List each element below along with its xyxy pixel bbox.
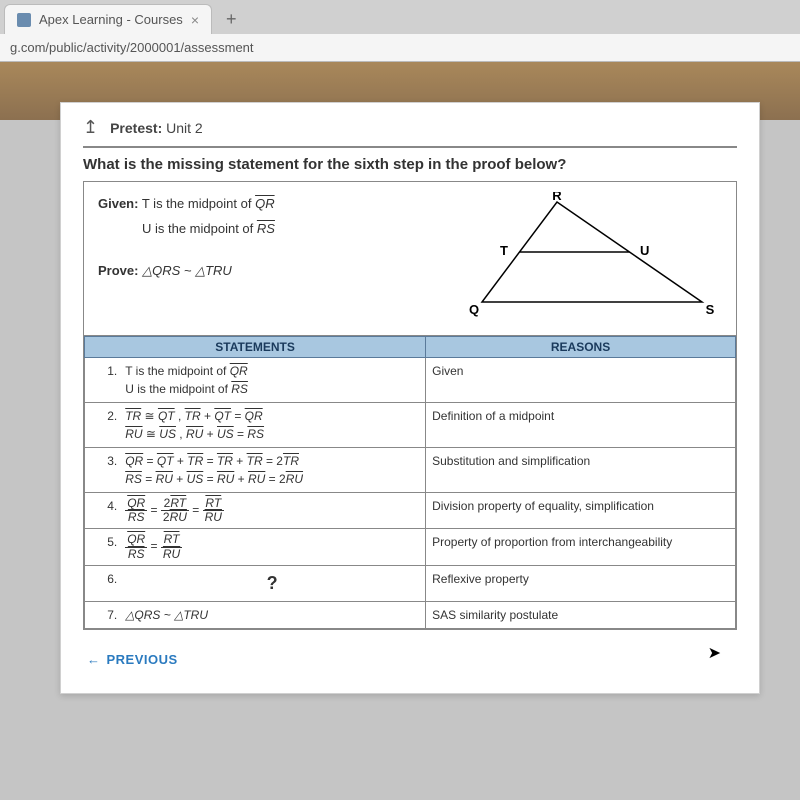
given-prove-text: Given: T is the midpoint of QR U is the … <box>98 192 452 325</box>
table-row: 6. ? Reflexive property <box>85 565 736 601</box>
vertex-u-label: U <box>640 243 649 258</box>
new-tab-button[interactable]: + <box>218 5 245 34</box>
given-prove-panel: Given: T is the midpoint of QR U is the … <box>84 182 736 336</box>
content-area: ↥ Pretest: Unit 2 What is the missing st… <box>0 62 800 694</box>
vertex-r-label: R <box>552 192 562 203</box>
divider <box>83 146 737 148</box>
breadcrumb: Pretest: Unit 2 <box>110 120 203 136</box>
row-statement: QRRS = 2RT2RU = RTRU <box>119 493 425 529</box>
row-num: 5. <box>85 529 120 565</box>
row-reason: Division property of equality, simplific… <box>426 493 736 529</box>
table-row: 1. T is the midpoint of QR U is the midp… <box>85 358 736 403</box>
row-statement: ? <box>119 565 425 601</box>
row-num: 7. <box>85 601 120 628</box>
given-line2-text: U is the midpoint of <box>142 221 257 236</box>
table-row: 5. QRRS = RTRU Property of proportion fr… <box>85 529 736 565</box>
question-text: What is the missing statement for the si… <box>83 156 737 173</box>
table-row: 3. QR = QT + TR = TR + TR = 2TR RS = RU … <box>85 448 736 493</box>
given-line1-text: T is the midpoint of <box>142 196 255 211</box>
browser-tab[interactable]: Apex Learning - Courses × <box>4 4 212 34</box>
row-num: 6. <box>85 565 120 601</box>
vertex-q-label: Q <box>469 302 479 317</box>
row-num: 2. <box>85 403 120 448</box>
row-statement: T is the midpoint of QR U is the midpoin… <box>119 358 425 403</box>
table-row: 7. △QRS ~ △TRU SAS similarity postulate <box>85 601 736 628</box>
row-reason: SAS similarity postulate <box>426 601 736 628</box>
tab-bar: Apex Learning - Courses × + <box>0 0 800 34</box>
back-arrow-icon[interactable]: ↥ <box>83 117 98 138</box>
vertex-s-label: S <box>706 302 715 317</box>
proof-box: Given: T is the midpoint of QR U is the … <box>83 181 737 630</box>
previous-button[interactable]: ← PREVIOUS <box>83 644 182 675</box>
prove-text: △QRS ~ △TRU <box>142 263 232 278</box>
previous-label: PREVIOUS <box>107 652 178 667</box>
given-line2-seg: RS <box>257 221 275 236</box>
table-row: 4. QRRS = 2RT2RU = RTRU Division propert… <box>85 493 736 529</box>
vertex-t-label: T <box>500 243 508 258</box>
tab-title: Apex Learning - Courses <box>39 12 183 27</box>
row-reason: Definition of a midpoint <box>426 403 736 448</box>
given-line1-seg: QR <box>255 196 275 211</box>
row-reason: Substitution and simplification <box>426 448 736 493</box>
triangle-diagram: R T U Q S <box>462 192 722 325</box>
proof-table: STATEMENTS REASONS 1. T is the midpoint … <box>84 336 736 629</box>
breadcrumb-unit: Unit 2 <box>166 120 203 136</box>
statements-header: STATEMENTS <box>85 337 426 358</box>
breadcrumb-label: Pretest: <box>110 120 162 136</box>
row-statement: QRRS = RTRU <box>119 529 425 565</box>
row-statement: QR = QT + TR = TR + TR = 2TR RS = RU + U… <box>119 448 425 493</box>
row-num: 4. <box>85 493 120 529</box>
row-reason: Property of proportion from interchangea… <box>426 529 736 565</box>
given-label: Given: <box>98 196 138 211</box>
breadcrumb-row: ↥ Pretest: Unit 2 <box>83 117 737 144</box>
url-bar[interactable]: g.com/public/activity/2000001/assessment <box>0 34 800 61</box>
prove-label: Prove: <box>98 263 138 278</box>
row-reason: Given <box>426 358 736 403</box>
table-row: 2. TR ≅ QT , TR + QT = QR RU ≅ US , RU +… <box>85 403 736 448</box>
tab-favicon-icon <box>17 13 31 27</box>
row-num: 1. <box>85 358 120 403</box>
cursor-icon: ➤ <box>708 643 721 663</box>
reasons-header: REASONS <box>426 337 736 358</box>
missing-statement: ? <box>267 573 278 593</box>
close-icon[interactable]: × <box>191 12 199 28</box>
row-statement: △QRS ~ △TRU <box>119 601 425 628</box>
browser-chrome: Apex Learning - Courses × + g.com/public… <box>0 0 800 62</box>
row-statement: TR ≅ QT , TR + QT = QR RU ≅ US , RU + US… <box>119 403 425 448</box>
url-text: g.com/public/activity/2000001/assessment <box>10 40 254 55</box>
arrow-left-icon: ← <box>87 652 101 667</box>
assessment-card: ↥ Pretest: Unit 2 What is the missing st… <box>60 102 760 694</box>
row-reason: Reflexive property <box>426 565 736 601</box>
row-num: 3. <box>85 448 120 493</box>
